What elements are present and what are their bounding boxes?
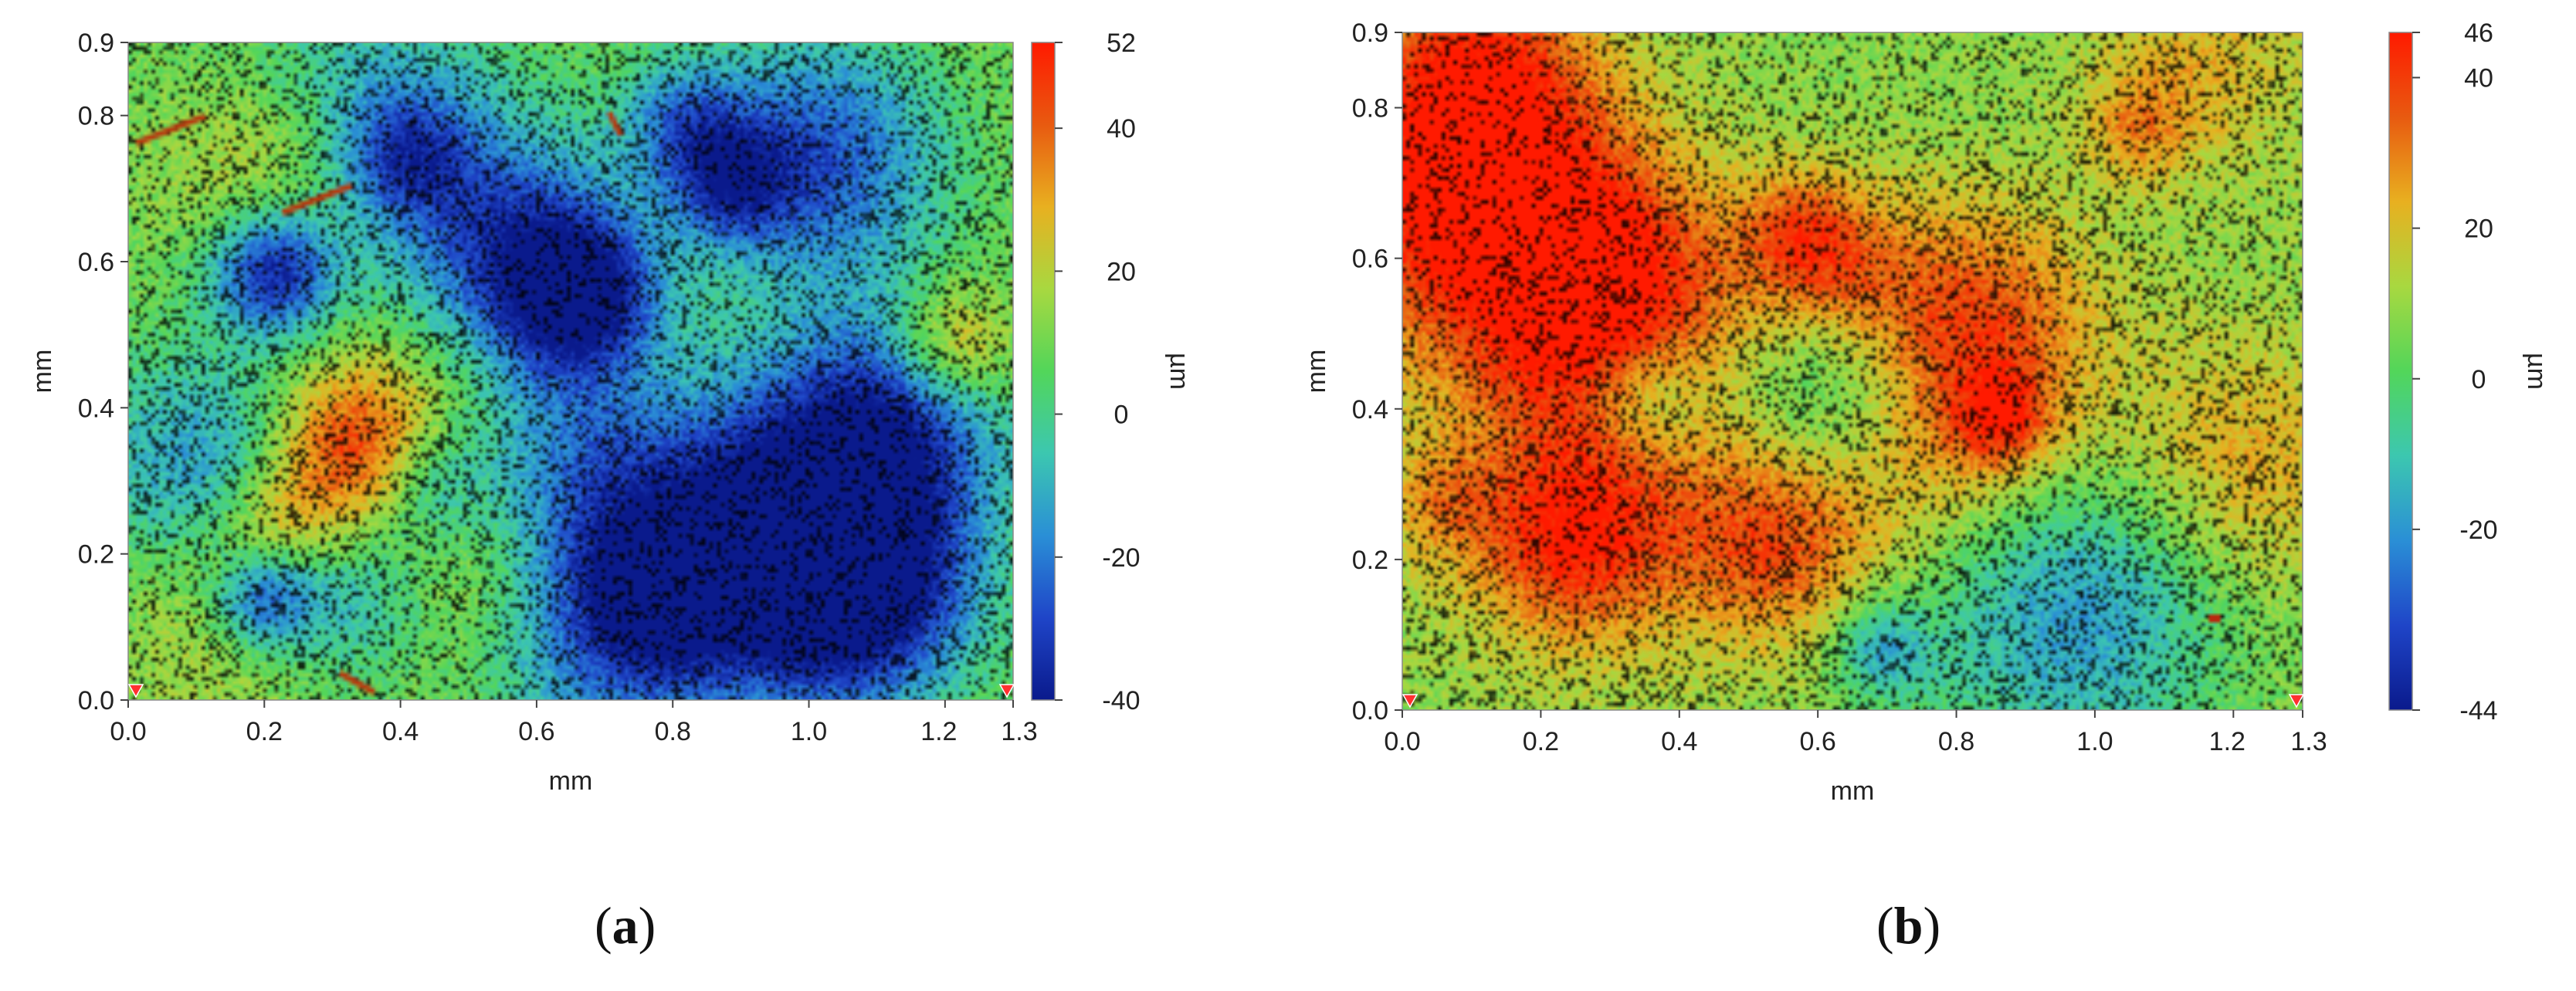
y-axis-label: mm: [1302, 350, 1331, 394]
y-tick-label: 0.4: [78, 394, 114, 423]
plot-frame: [127, 42, 1014, 701]
y-tick-label: 0.2: [1352, 546, 1388, 575]
x-tick-label: 0.6: [518, 717, 554, 746]
y-tick-label: 0.0: [1352, 696, 1388, 725]
plot-frame: [1402, 32, 2303, 711]
x-axis-label: mm: [1831, 776, 1875, 806]
colorbar-tick-label: -20: [1102, 543, 1140, 573]
x-tick-label: 1.0: [791, 717, 827, 746]
x-tick-label: 0.0: [1384, 727, 1420, 756]
colorbar-tick-label: 40: [1107, 114, 1136, 144]
x-tick-label: 0.6: [1800, 727, 1836, 756]
colorbar-tick-label: 20: [2464, 215, 2493, 244]
x-tick-label: 1.0: [2076, 727, 2113, 756]
marker-triangle: [1402, 694, 1418, 709]
heatmap-image: [128, 42, 1013, 700]
colorbar-tick-label: 46: [2464, 19, 2493, 48]
chart-b: 0.0 0.2 0.4 0.6 0.8 1.0 1.2 1.3 mm 0.0 0.2 0.4 0.6 0.…: [1302, 19, 2551, 806]
colorbar: [1031, 42, 1056, 701]
marker-triangle: [998, 684, 1015, 698]
colorbar: [2388, 32, 2413, 711]
y-tick-label: 0.2: [78, 540, 114, 570]
colorbar-label: µm: [1164, 353, 1194, 390]
x-tick-label: 0.4: [382, 717, 419, 746]
x-tick-label: 1.2: [920, 717, 957, 746]
x-tick-label: 0.8: [655, 717, 691, 746]
heatmap-image: [1402, 32, 2303, 710]
marker-triangle: [127, 684, 144, 698]
y-tick-label: 0.8: [78, 102, 114, 131]
x-tick-label: 1.2: [2209, 727, 2246, 756]
colorbar-tick-label: 52: [1107, 29, 1136, 58]
x-tick-label: 1.3: [2290, 727, 2327, 756]
y-tick-label: 0.4: [1352, 395, 1388, 424]
x-axis-label: mm: [549, 766, 593, 796]
colorbar-tick-label: 40: [2464, 64, 2493, 93]
panel-a: 0.0 0.2 0.4 0.6 0.8 1.0 1.2 1.3 mm 0.0 0.2 0.4 0.6 0.…: [28, 29, 1194, 955]
caption-a: (a): [595, 896, 656, 955]
y-tick-label: 0.9: [1352, 19, 1388, 48]
x-tick-label: 1.3: [1001, 717, 1037, 746]
x-tick-label: 0.4: [1661, 727, 1697, 756]
x-tick-label: 0.8: [1938, 727, 1974, 756]
x-tick-label: 0.0: [110, 717, 146, 746]
y-tick-label: 0.6: [1352, 245, 1388, 274]
x-tick-label: 0.2: [246, 717, 283, 746]
chart-a: 0.0 0.2 0.4 0.6 0.8 1.0 1.2 1.3 mm 0.0 0.2 0.4 0.6 0.…: [28, 29, 1194, 796]
colorbar-label: µm: [2522, 353, 2551, 390]
y-axis-label: mm: [28, 350, 57, 394]
x-tick-label: 0.2: [1523, 727, 1559, 756]
y-tick-label: 0.8: [1352, 94, 1388, 123]
y-tick-label: 0.6: [78, 248, 114, 277]
colorbar-tick-label: -40: [1102, 686, 1140, 715]
colorbar-tick-label: -20: [2459, 516, 2497, 545]
marker-triangle: [2288, 694, 2305, 709]
caption-b: (b): [1876, 896, 1941, 955]
colorbar-tick-label: -44: [2459, 696, 2497, 725]
panel-b: 0.0 0.2 0.4 0.6 0.8 1.0 1.2 1.3 mm 0.0 0.2 0.4 0.6 0.…: [1288, 0, 2576, 991]
y-tick-label: 0.9: [78, 29, 114, 58]
colorbar-tick-label: 0: [2472, 365, 2486, 394]
colorbar-tick-label: 0: [1114, 401, 1129, 430]
colorbar-tick-label: 20: [1107, 257, 1136, 286]
y-tick-label: 0.0: [78, 686, 114, 715]
